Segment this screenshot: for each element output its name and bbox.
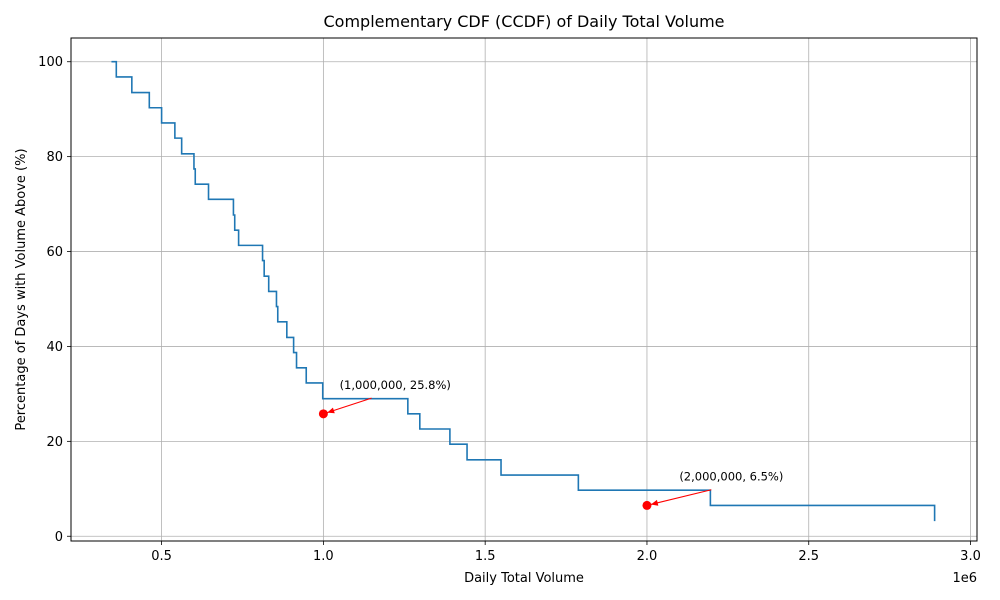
- annotation-arrowhead: [650, 499, 659, 506]
- annotation: (2,000,000, 6.5%): [642, 470, 783, 510]
- annotation-arrowhead: [327, 407, 335, 414]
- series-layer: [111, 60, 936, 522]
- grid-lines: [71, 38, 977, 541]
- chart-title: Complementary CDF (CCDF) of Daily Total …: [323, 12, 724, 31]
- x-tick-label: 0.5: [151, 549, 172, 564]
- ccdf-step-line: [111, 60, 936, 522]
- y-tick-label: 20: [46, 435, 63, 450]
- x-axis-ticks: 0.5 1.0 1.5 2.0 2.5 3.0: [151, 541, 981, 564]
- y-axis-label: Percentage of Days with Volume Above (%): [14, 148, 29, 430]
- annotation-label: (2,000,000, 6.5%): [679, 470, 783, 484]
- y-tick-label: 0: [55, 530, 63, 545]
- annotation-label: (1,000,000, 25.8%): [340, 378, 451, 392]
- annotation-arrow: [327, 397, 372, 414]
- x-tick-label: 2.5: [798, 549, 819, 564]
- y-axis-ticks: 0 20 40 60 80 100: [38, 55, 71, 545]
- annotation-point: [318, 409, 328, 419]
- x-axis-offset-label: 1e6: [952, 571, 977, 586]
- x-axis-label: Daily Total Volume: [464, 571, 584, 586]
- annotation-point: [642, 500, 652, 510]
- y-tick-label: 100: [38, 55, 63, 70]
- x-tick-label: 1.0: [313, 549, 334, 564]
- x-tick-label: 1.5: [475, 549, 496, 564]
- annotation-arrow: [650, 489, 712, 505]
- annotation-layer: (1,000,000, 25.8%) (2,000,000, 6.5%): [318, 378, 783, 510]
- y-tick-label: 40: [46, 340, 63, 355]
- y-tick-label: 80: [46, 150, 63, 165]
- x-tick-label: 3.0: [960, 549, 981, 564]
- annotation: (1,000,000, 25.8%): [318, 378, 451, 419]
- x-tick-label: 2.0: [637, 549, 658, 564]
- plot-frame: [70, 37, 978, 542]
- y-tick-label: 60: [46, 245, 63, 260]
